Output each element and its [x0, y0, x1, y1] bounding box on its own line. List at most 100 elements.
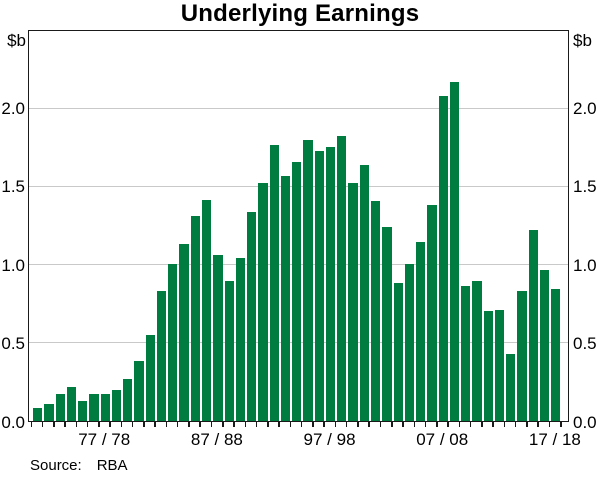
x-axis-tick [323, 422, 325, 427]
x-axis-tick [131, 422, 134, 427]
bar-12/13 [494, 309, 505, 421]
x-axis-tick [391, 422, 393, 427]
bar-15/16 [528, 229, 538, 421]
plot-area [28, 30, 569, 422]
x-axis-tick [402, 422, 404, 427]
x-axis-tick [109, 422, 111, 427]
bar-16/17 [539, 270, 550, 421]
x-axis-tick [165, 422, 168, 427]
bar-97/98 [325, 146, 336, 421]
y-axis-label-right-0.0: 0.0 [573, 412, 597, 432]
x-axis-tick [199, 422, 201, 427]
bar-76/77 [89, 394, 99, 421]
y-axis-label-right-2.0: 2.0 [573, 98, 597, 118]
y-axis-label-left-1.0: 1.0 [1, 255, 25, 275]
y-axis-label-left-0.0: 0.0 [1, 412, 25, 432]
bar-79/80 [123, 378, 133, 421]
x-axis-tick [424, 422, 427, 427]
x-axis-tick [244, 422, 247, 427]
x-axis-tick [53, 422, 55, 427]
x-axis-tick [560, 422, 562, 427]
x-axis-tick [143, 422, 145, 427]
x-axis-tick [41, 422, 44, 427]
x-axis-tick [267, 422, 269, 427]
bar-84/85 [179, 243, 189, 421]
bar-90/91 [247, 212, 257, 421]
bar-14/15 [517, 290, 527, 421]
y-axis-label-left-0.5: 0.5 [1, 334, 25, 354]
bar-82/83 [156, 290, 167, 421]
bar-93/94 [280, 176, 291, 421]
bar-71/72 [33, 408, 43, 421]
x-axis-tick [368, 422, 370, 427]
bar-02/03 [382, 226, 392, 421]
bar-81/82 [145, 334, 155, 421]
bar-13/14 [506, 353, 516, 421]
x-axis-tick [233, 422, 235, 427]
bar-78/79 [111, 389, 122, 421]
bar-83/84 [168, 264, 178, 421]
source-label: Source: [30, 457, 82, 474]
bar-91/92 [258, 182, 268, 421]
bar-06/07 [427, 204, 437, 421]
bar-07/08 [438, 96, 448, 421]
gridline-2 [29, 108, 568, 109]
y-axis-label-right-1.0: 1.0 [573, 255, 597, 275]
x-axis-tick [481, 422, 483, 427]
y-axis-label-right-0.5: 0.5 [573, 334, 597, 354]
bar-87/88 [213, 254, 223, 421]
bar-98/99 [337, 135, 347, 421]
x-axis-tick [379, 422, 382, 427]
source-note: Source: RBA [30, 457, 128, 474]
x-axis-tick [188, 422, 190, 427]
bar-88/89 [224, 281, 234, 421]
x-axis-tick [30, 422, 32, 427]
bar-86/87 [201, 199, 212, 421]
x-axis-tick [222, 422, 224, 427]
bar-96/97 [314, 151, 324, 421]
source-value: RBA [96, 457, 128, 474]
bar-08/09 [449, 82, 460, 421]
x-axis-tick [458, 422, 461, 427]
x-axis-tick [86, 422, 89, 427]
x-axis-tick [469, 422, 472, 427]
x-axis-tick [176, 422, 179, 427]
x-axis-tick [278, 422, 280, 427]
y-axis-label-right-1.5: 1.5 [573, 177, 597, 197]
bar-17/18 [551, 289, 561, 421]
y-axis-unit-left: $b [7, 31, 26, 50]
bar-89/90 [235, 257, 246, 421]
x-axis-tick [98, 422, 100, 427]
bar-73/74 [55, 394, 65, 421]
bar-95/96 [303, 140, 313, 421]
bar-03/04 [393, 283, 403, 421]
x-axis-tick [526, 422, 528, 427]
bar-01/02 [370, 201, 381, 421]
bar-75/76 [78, 400, 88, 421]
x-axis-tick [492, 422, 494, 427]
bar-04/05 [404, 264, 415, 421]
x-axis-tick [548, 422, 551, 427]
bar-77/78 [100, 394, 110, 421]
y-axis-label-left-2.0: 2.0 [1, 98, 25, 118]
bar-80/81 [134, 361, 144, 421]
x-axis-tick [436, 422, 438, 427]
x-axis-tick [345, 422, 348, 427]
x-axis-label-17/18: 17 / 18 [528, 430, 581, 449]
x-axis-tick [413, 422, 416, 427]
x-axis-tick [120, 422, 123, 427]
x-axis-tick [154, 422, 156, 427]
bar-10/11 [472, 281, 482, 421]
bar-72/73 [44, 403, 54, 421]
x-axis-tick [255, 422, 258, 427]
x-axis-tick [514, 422, 517, 427]
x-axis-label-97/98: 97 / 98 [303, 430, 356, 449]
x-axis-tick [289, 422, 292, 427]
bar-05/06 [416, 242, 426, 421]
x-axis-tick [75, 422, 78, 427]
x-axis-tick [357, 422, 359, 427]
x-axis-tick [210, 422, 213, 427]
bar-99/00 [348, 182, 358, 421]
x-axis-label-07/08: 07 / 08 [416, 430, 469, 449]
